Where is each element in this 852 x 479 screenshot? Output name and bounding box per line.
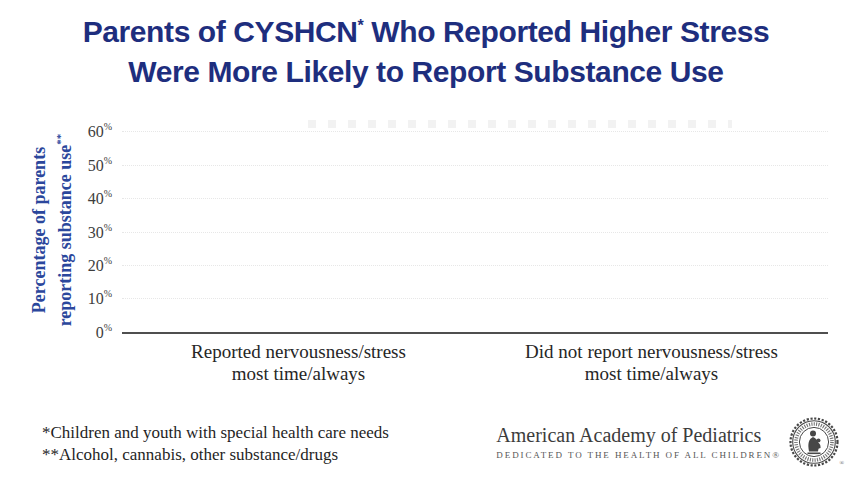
category-text: Did not report nervousness/stress (475, 341, 828, 363)
percent-sign: % (104, 289, 112, 300)
chart-title: Parents of CYSHCN* Who Reported Higher S… (0, 12, 852, 92)
percent-sign: % (104, 322, 112, 333)
aap-logo-name: American Academy of Pediatrics (496, 424, 781, 447)
percent-sign: % (104, 188, 112, 199)
percent-sign: % (104, 121, 112, 132)
y-axis-title-text: reporting substance use (55, 145, 75, 327)
y-tick-value: 60 (88, 123, 104, 140)
category-text: Reported nervousness/stress (122, 341, 475, 363)
y-tick-30: 30% (88, 222, 112, 241)
dashed-decor-line (308, 120, 732, 128)
title-text: Parents of CYSHCN (83, 15, 358, 48)
plot-area: 60% 50% 40% 30% 20% 10% 0% (122, 131, 828, 334)
y-tick-value: 20 (88, 257, 104, 274)
gridline-30 (122, 232, 828, 233)
y-tick-value: 30 (88, 223, 104, 240)
y-tick-10: 10% (88, 289, 112, 308)
category-text: most time/always (122, 363, 475, 385)
y-axis-title-line1: Percentage of parents (29, 134, 50, 327)
aap-seal-icon (788, 416, 840, 468)
gridline-20 (122, 265, 828, 266)
percent-sign: % (104, 222, 112, 233)
percent-sign: % (104, 155, 112, 166)
y-axis-title-asterisks: ** (54, 134, 66, 145)
aap-logo-text: American Academy of Pediatrics DEDICATED… (496, 424, 781, 460)
gridline-60 (122, 131, 828, 132)
category-text: most time/always (475, 363, 828, 385)
gridline-40 (122, 198, 828, 199)
y-tick-value: 0 (96, 324, 104, 341)
footnote-cyshcn: *Children and youth with special health … (42, 422, 389, 444)
percent-sign: % (104, 255, 112, 266)
y-axis-title-line2: reporting substance use** (50, 134, 76, 327)
aap-seal: ® (788, 416, 840, 468)
y-axis-title: Percentage of parents reporting substanc… (29, 134, 76, 327)
y-tick-60: 60% (88, 121, 112, 140)
chart-title-line2: Were More Likely to Report Substance Use (0, 52, 852, 92)
y-tick-20: 20% (88, 255, 112, 274)
chart-title-line1: Parents of CYSHCN* Who Reported Higher S… (0, 12, 852, 52)
category-label-stress: Reported nervousness/stress most time/al… (122, 341, 475, 385)
footnote-substances: **Alcohol, cannabis, other substance/dru… (42, 444, 389, 466)
aap-logo-tagline: DEDICATED TO THE HEALTH OF ALL CHILDREN® (496, 450, 781, 460)
x-axis-labels: Reported nervousness/stress most time/al… (122, 341, 828, 385)
y-tick-50: 50% (88, 155, 112, 174)
category-label-no-stress: Did not report nervousness/stress most t… (475, 341, 828, 385)
gridline-10 (122, 298, 828, 299)
y-tick-0: 0% (96, 322, 112, 341)
gridline-50 (122, 165, 828, 166)
y-tick-40: 40% (88, 188, 112, 207)
title-text-continued: Who Reported Higher Stress (363, 15, 769, 48)
aap-logo: American Academy of Pediatrics DEDICATED… (496, 416, 840, 468)
y-tick-value: 40 (88, 190, 104, 207)
registered-mark: ® (839, 460, 844, 466)
y-tick-value: 10 (88, 290, 104, 307)
footnotes: *Children and youth with special health … (42, 422, 389, 466)
y-tick-value: 50 (88, 156, 104, 173)
